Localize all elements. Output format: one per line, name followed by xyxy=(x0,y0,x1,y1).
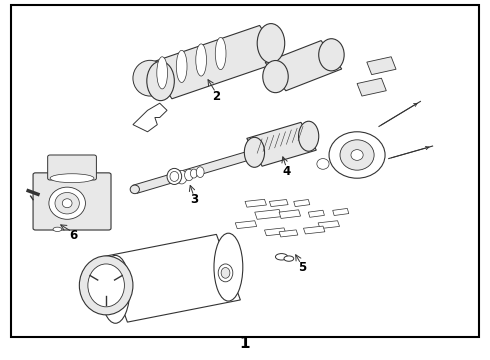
Polygon shape xyxy=(133,103,167,132)
Ellipse shape xyxy=(221,267,230,278)
Text: 4: 4 xyxy=(282,165,291,177)
Ellipse shape xyxy=(298,121,319,151)
Text: 6: 6 xyxy=(70,229,77,242)
Ellipse shape xyxy=(101,255,130,323)
Polygon shape xyxy=(255,210,282,219)
Polygon shape xyxy=(235,221,257,229)
Polygon shape xyxy=(103,234,241,322)
Ellipse shape xyxy=(55,193,79,214)
Text: 2: 2 xyxy=(212,90,220,103)
Polygon shape xyxy=(333,208,349,216)
Ellipse shape xyxy=(176,50,187,82)
Polygon shape xyxy=(265,228,286,236)
Ellipse shape xyxy=(302,134,311,143)
Ellipse shape xyxy=(263,60,288,93)
FancyBboxPatch shape xyxy=(33,173,111,230)
Polygon shape xyxy=(308,210,324,217)
Ellipse shape xyxy=(214,233,243,301)
Polygon shape xyxy=(303,226,325,234)
Ellipse shape xyxy=(157,57,168,89)
Ellipse shape xyxy=(185,169,194,181)
Ellipse shape xyxy=(53,227,62,231)
Ellipse shape xyxy=(318,39,344,71)
Polygon shape xyxy=(265,41,342,91)
Text: 1: 1 xyxy=(240,337,250,351)
Polygon shape xyxy=(318,221,340,229)
Polygon shape xyxy=(279,210,300,219)
Ellipse shape xyxy=(133,60,167,96)
Polygon shape xyxy=(357,78,386,96)
Ellipse shape xyxy=(257,24,285,63)
Ellipse shape xyxy=(215,37,226,69)
Polygon shape xyxy=(367,57,396,75)
Polygon shape xyxy=(279,230,298,237)
Ellipse shape xyxy=(317,158,329,169)
Ellipse shape xyxy=(147,61,174,101)
Ellipse shape xyxy=(176,170,187,184)
Polygon shape xyxy=(294,199,310,207)
Ellipse shape xyxy=(62,199,72,208)
Ellipse shape xyxy=(130,185,140,194)
Ellipse shape xyxy=(88,264,124,307)
Ellipse shape xyxy=(49,187,85,219)
Polygon shape xyxy=(270,199,288,207)
Polygon shape xyxy=(133,135,309,193)
Ellipse shape xyxy=(191,169,197,178)
Ellipse shape xyxy=(196,44,206,76)
Ellipse shape xyxy=(284,256,294,261)
FancyBboxPatch shape xyxy=(48,155,97,180)
Ellipse shape xyxy=(50,174,94,183)
Ellipse shape xyxy=(196,167,204,177)
Polygon shape xyxy=(245,199,267,207)
Ellipse shape xyxy=(245,137,265,167)
Ellipse shape xyxy=(329,132,385,178)
Ellipse shape xyxy=(351,150,363,160)
Ellipse shape xyxy=(167,168,182,184)
Ellipse shape xyxy=(170,171,179,181)
Ellipse shape xyxy=(275,253,288,260)
Ellipse shape xyxy=(79,256,133,315)
Text: 3: 3 xyxy=(190,193,198,206)
Ellipse shape xyxy=(218,264,233,282)
Polygon shape xyxy=(247,122,317,166)
Polygon shape xyxy=(149,26,282,99)
Text: 5: 5 xyxy=(298,261,306,274)
Ellipse shape xyxy=(340,140,374,170)
